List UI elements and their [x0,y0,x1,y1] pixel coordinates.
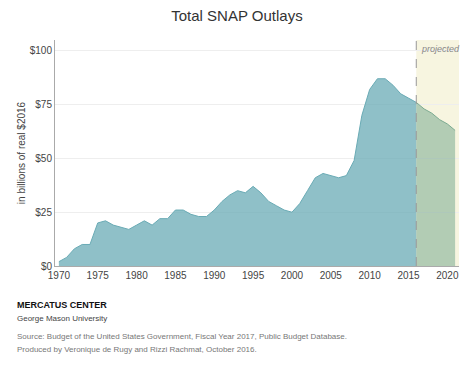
svg-text:2015: 2015 [397,270,420,281]
svg-text:2010: 2010 [359,270,382,281]
svg-text:1990: 1990 [203,270,226,281]
svg-text:1985: 1985 [164,270,187,281]
svg-text:Total SNAP Outlays: Total SNAP Outlays [171,7,302,24]
svg-text:2020: 2020 [436,270,459,281]
svg-text:$50: $50 [35,153,52,164]
svg-text:1970: 1970 [48,270,71,281]
svg-text:in billions of real $2016: in billions of real $2016 [16,101,27,204]
svg-text:projected: projected [421,44,460,54]
svg-text:Produced by Veronique de Rugy: Produced by Veronique de Rugy and Rizzi … [17,345,257,354]
svg-text:George Mason University: George Mason University [17,314,107,323]
svg-text:$75: $75 [35,99,52,110]
svg-text:Source: Budget of the United S: Source: Budget of the United States Gove… [17,332,347,341]
svg-text:MERCATUS CENTER: MERCATUS CENTER [17,300,107,310]
svg-text:$0: $0 [41,261,53,272]
svg-text:2005: 2005 [320,270,343,281]
svg-text:$25: $25 [35,207,52,218]
svg-text:1980: 1980 [125,270,148,281]
svg-text:$100: $100 [30,45,53,56]
svg-text:2000: 2000 [281,270,304,281]
svg-text:1975: 1975 [87,270,110,281]
svg-text:1995: 1995 [242,270,265,281]
